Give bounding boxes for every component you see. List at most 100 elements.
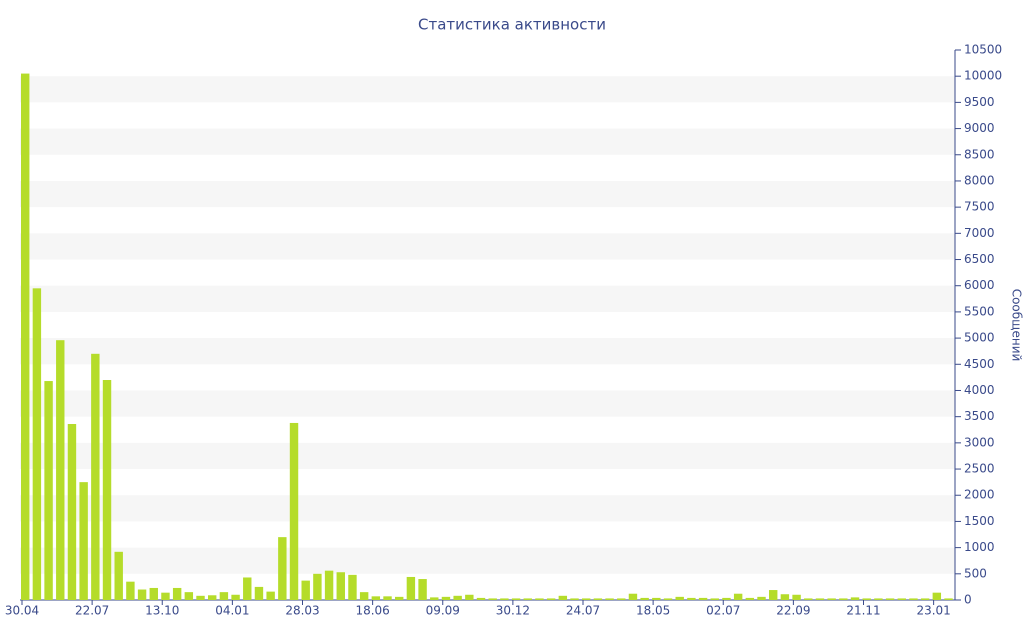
x-tick-label: 30.12 [496, 604, 530, 618]
bar [827, 598, 836, 600]
bar [582, 598, 591, 600]
bar [745, 597, 755, 600]
bar [675, 596, 684, 600]
bar [652, 597, 661, 600]
grid-band [20, 338, 955, 365]
y-tick-label: 10500 [964, 43, 1002, 57]
bar [804, 598, 813, 600]
bar [558, 595, 568, 600]
bar [617, 598, 626, 600]
bar [640, 597, 649, 600]
bar [219, 592, 229, 600]
y-tick-label: 6000 [964, 278, 995, 292]
y-tick-label: 6500 [964, 252, 995, 266]
bar [149, 587, 158, 600]
bar [184, 592, 194, 600]
y-tick-label: 8500 [964, 147, 995, 161]
x-tick-label: 18.05 [636, 604, 670, 618]
bar [815, 598, 825, 600]
bar [324, 570, 334, 600]
x-tick-label: 22.07 [75, 604, 109, 618]
bar [231, 594, 240, 600]
bar [593, 598, 603, 600]
x-tick-label: 09.09 [426, 604, 460, 618]
bar [430, 597, 439, 600]
bar [359, 592, 369, 600]
grid-band [20, 76, 955, 103]
y-tick-label: 9500 [964, 95, 995, 109]
bar [114, 551, 123, 600]
bar [500, 598, 509, 600]
bar [850, 597, 860, 600]
x-tick-label: 23.01 [916, 604, 950, 618]
bar [32, 288, 42, 600]
grid-band [20, 180, 955, 208]
bar [266, 591, 275, 600]
y-tick-label: 0 [964, 593, 972, 607]
bar [44, 381, 53, 600]
bar [476, 597, 486, 600]
y-tick-label: 10000 [964, 69, 1002, 83]
y-tick-label: 9000 [964, 121, 995, 135]
bar [920, 598, 930, 600]
x-tick-label: 02.07 [706, 604, 740, 618]
bar [687, 597, 696, 600]
bar [722, 597, 731, 600]
bar [289, 422, 299, 600]
bar [932, 592, 942, 600]
bar [395, 596, 404, 600]
bar [769, 590, 778, 600]
bar [523, 598, 532, 600]
grid-band [20, 233, 955, 260]
y-tick-label: 5000 [964, 331, 995, 345]
bar [628, 593, 638, 600]
bar [733, 593, 743, 600]
y-tick-label: 3500 [964, 409, 995, 423]
y-tick-label: 3000 [964, 435, 995, 449]
x-tick-label: 30.04 [5, 604, 39, 618]
x-tick-label: 13.10 [145, 604, 179, 618]
bar [418, 579, 427, 600]
bar [663, 598, 673, 600]
bar [383, 596, 392, 600]
y-tick-label: 5500 [964, 304, 995, 318]
bar [336, 572, 345, 600]
bar [79, 482, 88, 600]
x-tick-label: 21.11 [846, 604, 880, 618]
y-tick-label: 4500 [964, 357, 995, 371]
y-axis-title: Сообщений [1010, 289, 1024, 362]
bar [757, 596, 766, 600]
x-tick-label: 22.09 [776, 604, 810, 618]
bar [371, 596, 381, 600]
grid-band [20, 547, 955, 574]
y-tick-label: 1500 [964, 514, 995, 528]
bar [56, 340, 65, 600]
y-tick-label: 2000 [964, 488, 995, 502]
bar [453, 595, 462, 600]
bar [254, 586, 264, 600]
bar [885, 598, 895, 600]
bar [278, 537, 287, 600]
x-tick-label: 04.01 [215, 604, 249, 618]
bar [301, 580, 310, 600]
bar [570, 598, 579, 600]
y-tick-label: 500 [964, 566, 987, 580]
bar [535, 598, 544, 600]
bar [102, 380, 112, 600]
bar [161, 592, 170, 600]
y-tick-label: 4000 [964, 383, 995, 397]
bar [441, 596, 451, 600]
grid-band [20, 390, 955, 417]
bar [698, 597, 708, 600]
bar [348, 574, 357, 600]
bar [21, 73, 30, 601]
bar [909, 598, 918, 600]
y-tick-label: 7000 [964, 226, 995, 240]
x-tick-label: 18.06 [355, 604, 389, 618]
y-tick-label: 7500 [964, 200, 995, 214]
bar [406, 576, 416, 600]
grid-band [20, 442, 955, 470]
bar [488, 598, 497, 600]
bar [91, 353, 100, 600]
